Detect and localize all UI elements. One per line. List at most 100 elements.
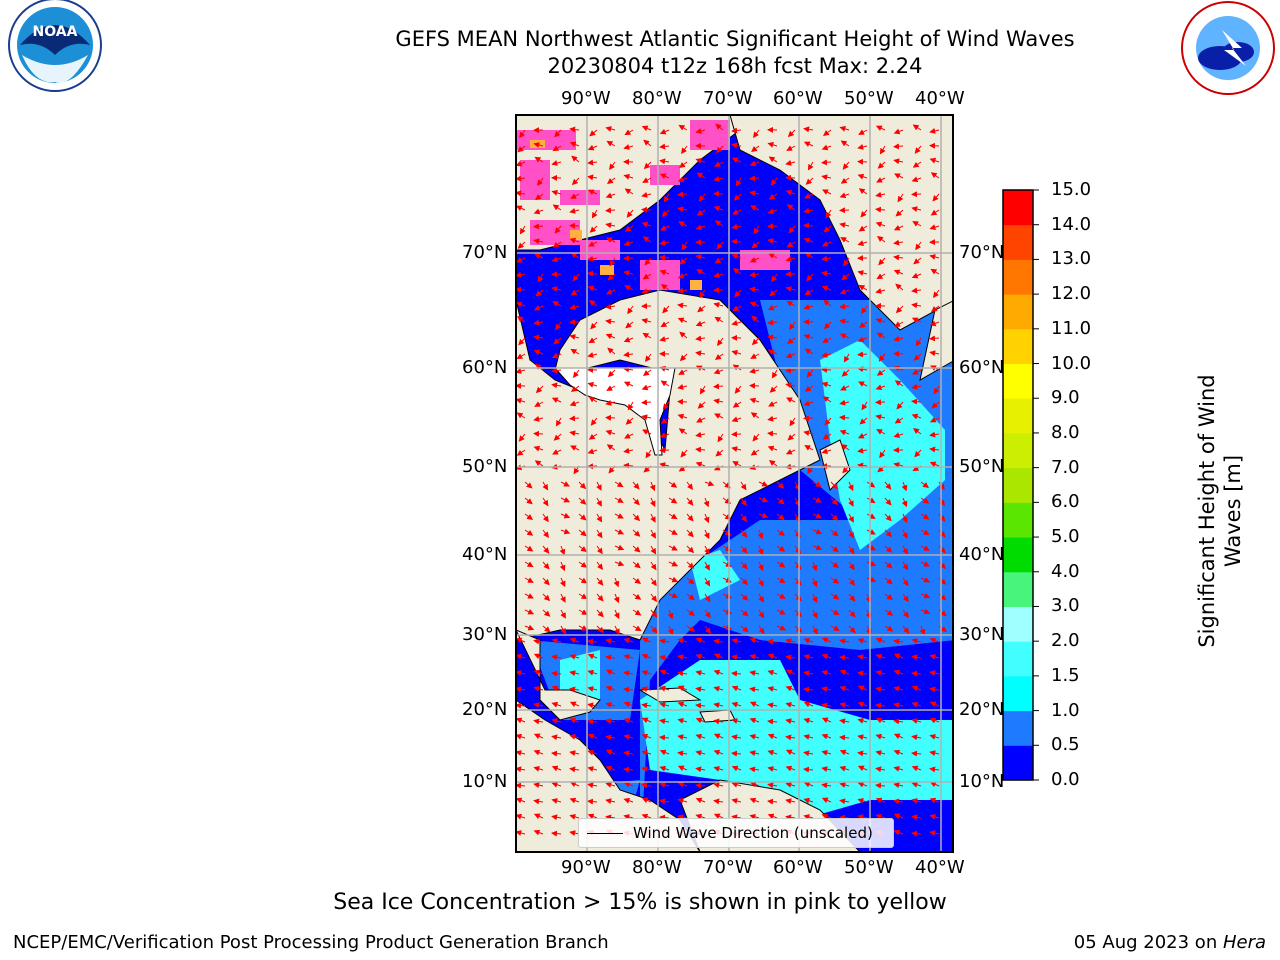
lon-tick-bottom: 70°W — [703, 857, 753, 878]
wave-arrow — [533, 304, 544, 311]
wave-arrow — [614, 544, 625, 551]
wave-arrow — [893, 685, 904, 692]
wave-arrow — [533, 782, 544, 789]
wave-arrow — [731, 142, 742, 149]
nws-logo — [1181, 1, 1275, 95]
wave-arrow — [659, 749, 670, 756]
wave-arrow — [650, 609, 658, 618]
wave-arrow — [614, 625, 620, 635]
wave-arrow — [641, 797, 652, 804]
wave-arrow — [713, 733, 724, 740]
wave-arrow — [787, 129, 796, 138]
wave-arrow — [641, 653, 652, 660]
lon-tick-top: 40°W — [915, 88, 965, 109]
wave-arrow — [785, 174, 796, 181]
wave-arrow — [605, 685, 616, 692]
wave-arrow — [632, 625, 642, 632]
wave-arrow — [641, 384, 652, 391]
wave-arrow — [572, 369, 580, 379]
wave-arrow — [767, 415, 778, 422]
wave-arrow — [696, 172, 706, 179]
colorbar-segment — [1003, 745, 1033, 781]
wave-arrow — [554, 129, 562, 138]
wave-arrow — [843, 257, 850, 267]
wave-arrow — [839, 429, 850, 436]
wave-arrow — [589, 225, 598, 233]
wave-arrow — [866, 529, 876, 535]
wave-arrow — [533, 653, 544, 660]
wave-arrow — [642, 332, 652, 339]
wave-arrow — [823, 321, 832, 330]
wave-arrow — [758, 593, 764, 603]
wave-arrow — [588, 337, 598, 344]
wave-arrow — [912, 369, 922, 375]
wave-arrow — [913, 257, 922, 265]
wave-arrow — [894, 417, 904, 424]
wave-arrow — [695, 335, 706, 342]
wave-arrow — [878, 257, 886, 266]
wave-arrow — [841, 273, 850, 281]
wave-arrow — [731, 127, 742, 134]
wave-arrow — [605, 303, 616, 310]
wave-arrow — [875, 384, 886, 391]
wave-arrow — [752, 129, 760, 138]
wave-arrow — [839, 303, 850, 310]
wave-arrow — [901, 497, 908, 508]
wave-arrow — [569, 237, 580, 244]
wave-arrow — [551, 765, 562, 772]
wave-arrow — [749, 286, 760, 293]
wave-arrow — [641, 206, 652, 213]
wave-arrow — [848, 513, 854, 523]
wave-arrow — [897, 193, 904, 203]
wave-arrow — [752, 433, 760, 442]
wave-arrow — [571, 177, 580, 186]
wave-arrow — [785, 352, 796, 359]
wave-arrow — [569, 701, 580, 708]
wave-arrow — [929, 350, 940, 357]
wave-arrow — [596, 481, 602, 491]
wave-arrow — [551, 382, 562, 389]
wave-arrow — [668, 592, 679, 599]
wave-arrow — [839, 814, 850, 821]
colorbar-tick-label: 0.5 — [1051, 734, 1080, 756]
wave-arrow — [803, 400, 814, 407]
wave-arrow — [559, 545, 566, 556]
wave-arrow — [749, 637, 760, 644]
wave-arrow — [938, 577, 947, 585]
wave-arrow — [623, 255, 634, 262]
wave-arrow — [590, 321, 598, 330]
wave-arrow — [740, 497, 747, 507]
wave-arrow — [569, 141, 580, 148]
wave-arrow — [722, 608, 733, 615]
wave-arrow — [786, 145, 796, 151]
wave-arrow — [767, 782, 778, 789]
wave-arrow — [847, 481, 854, 492]
wave-arrow — [614, 513, 624, 519]
wave-arrow — [875, 317, 886, 324]
wave-arrow — [929, 653, 940, 660]
wave-arrow — [767, 702, 778, 709]
wave-arrow — [516, 205, 526, 212]
wave-arrow — [569, 813, 580, 820]
wave-arrow — [803, 766, 814, 773]
wave-arrow — [767, 766, 778, 772]
wave-arrow — [570, 193, 580, 199]
wave-arrow — [776, 481, 785, 489]
wave-arrow — [659, 718, 670, 725]
wave-arrow — [911, 413, 922, 420]
wave-arrow — [659, 158, 670, 165]
wave-arrow — [627, 401, 634, 411]
wave-arrow — [641, 414, 652, 421]
wave-arrow — [717, 433, 724, 443]
lat-tick-left: 40°N — [462, 544, 508, 565]
wave-arrow — [518, 337, 526, 346]
wave-arrow — [839, 192, 850, 199]
wave-arrow — [704, 577, 711, 587]
wave-arrow — [641, 318, 652, 324]
wave-arrow — [713, 813, 724, 820]
wave-arrow — [623, 701, 634, 708]
wave-arrow — [659, 685, 670, 692]
wave-arrow — [860, 305, 868, 315]
wave-arrow — [606, 444, 616, 451]
wave-arrow — [767, 208, 778, 215]
